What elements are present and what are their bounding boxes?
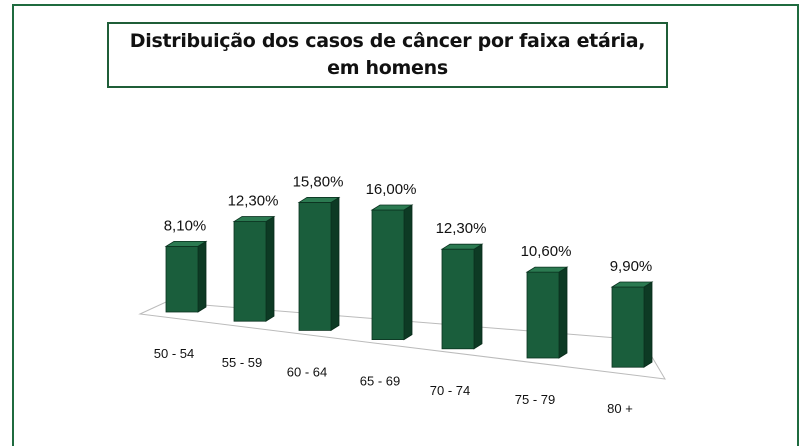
chart: 8,10% 50 - 54 12,30% 55 - 59 15,80% 60 - 64 16… <box>138 173 666 416</box>
bar <box>441 248 475 350</box>
data-label: 12,30% <box>228 193 279 210</box>
bar-side <box>558 266 568 359</box>
bar <box>233 221 267 322</box>
bar <box>371 209 405 341</box>
bar <box>165 245 199 313</box>
x-tick-label: 80 + <box>607 401 633 416</box>
chart-title: Distribuição dos casos de câncer por fai… <box>107 22 668 88</box>
bar-top <box>525 266 569 273</box>
bar-top <box>297 197 341 203</box>
data-label: 16,00% <box>366 181 417 198</box>
x-tick-label: 50 - 54 <box>154 346 194 361</box>
bar-top <box>232 216 276 222</box>
bar-side <box>197 240 207 313</box>
x-tick-label: 65 - 69 <box>360 374 400 389</box>
bar <box>526 271 560 359</box>
bar <box>611 286 645 368</box>
x-tick-label: 75 - 79 <box>515 392 555 407</box>
data-label: 15,80% <box>293 173 344 190</box>
data-label: 8,10% <box>164 217 207 234</box>
bar-top <box>440 243 484 250</box>
page: Distribuição dos casos de câncer por fai… <box>12 4 799 446</box>
bar <box>298 202 332 331</box>
bar-side <box>330 196 340 332</box>
data-label: 12,30% <box>436 220 487 237</box>
bar-top <box>370 204 414 211</box>
data-label: 9,90% <box>610 258 653 275</box>
bar-side <box>403 204 413 341</box>
x-tick-label: 55 - 59 <box>222 355 262 370</box>
bar-top <box>610 281 654 288</box>
data-label: 10,60% <box>521 243 572 260</box>
bar-side <box>265 215 275 322</box>
bar-top <box>164 240 208 247</box>
bar-side <box>643 281 653 368</box>
chart-frame <box>12 4 799 446</box>
bar-side <box>473 243 483 350</box>
x-tick-label: 60 - 64 <box>287 364 327 379</box>
x-tick-label: 70 - 74 <box>430 383 470 398</box>
